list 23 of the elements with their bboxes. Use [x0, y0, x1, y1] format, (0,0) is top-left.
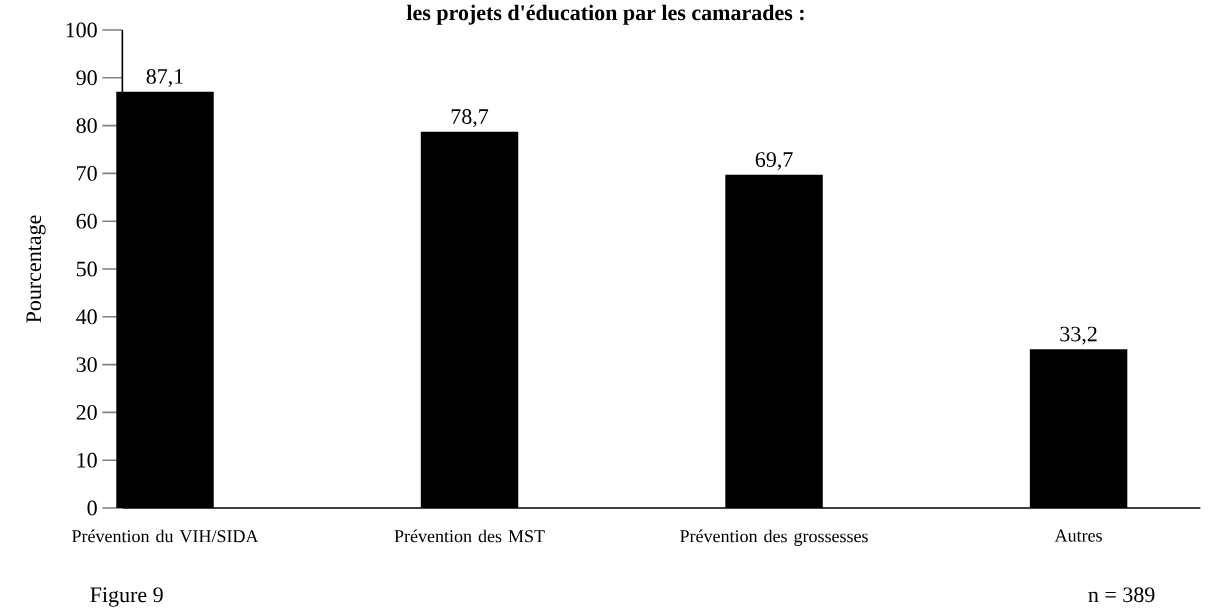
y-tick-label: 20 — [76, 404, 97, 420]
chart-title: les projets d'éducation par les camarades : — [406, 4, 804, 25]
data-label: 33,2 — [1060, 326, 1097, 345]
x-tick-label: Prévention des grossesses — [680, 529, 868, 547]
y-tick-label: 60 — [76, 213, 97, 229]
y-tick-label: 70 — [77, 165, 97, 181]
y-tick-label: 100 — [66, 22, 97, 38]
y-tick-label: 80 — [76, 118, 97, 134]
y-tick-label: 40 — [76, 309, 97, 325]
y-tick-label: 0 — [87, 500, 97, 516]
y-axis-title: Pourcentage — [26, 215, 46, 323]
data-label: 87,1 — [146, 68, 183, 87]
data-label: 69,7 — [755, 152, 793, 171]
y-tick-label: 30 — [76, 357, 97, 373]
y-tick-label: 10 — [77, 452, 97, 468]
caption: Figure 9 — [90, 587, 163, 607]
x-tick-label: Prévention du VIH/SIDA — [72, 529, 259, 543]
y-tick-label: 50 — [76, 261, 97, 277]
text: n = 389 — [1088, 587, 1155, 603]
x-tick-label: Prévention des MST — [394, 529, 545, 543]
y-tick-label: 90 — [76, 70, 97, 86]
data-label: 78,7 — [451, 109, 489, 128]
x-tick-label: Autres — [1054, 529, 1102, 542]
